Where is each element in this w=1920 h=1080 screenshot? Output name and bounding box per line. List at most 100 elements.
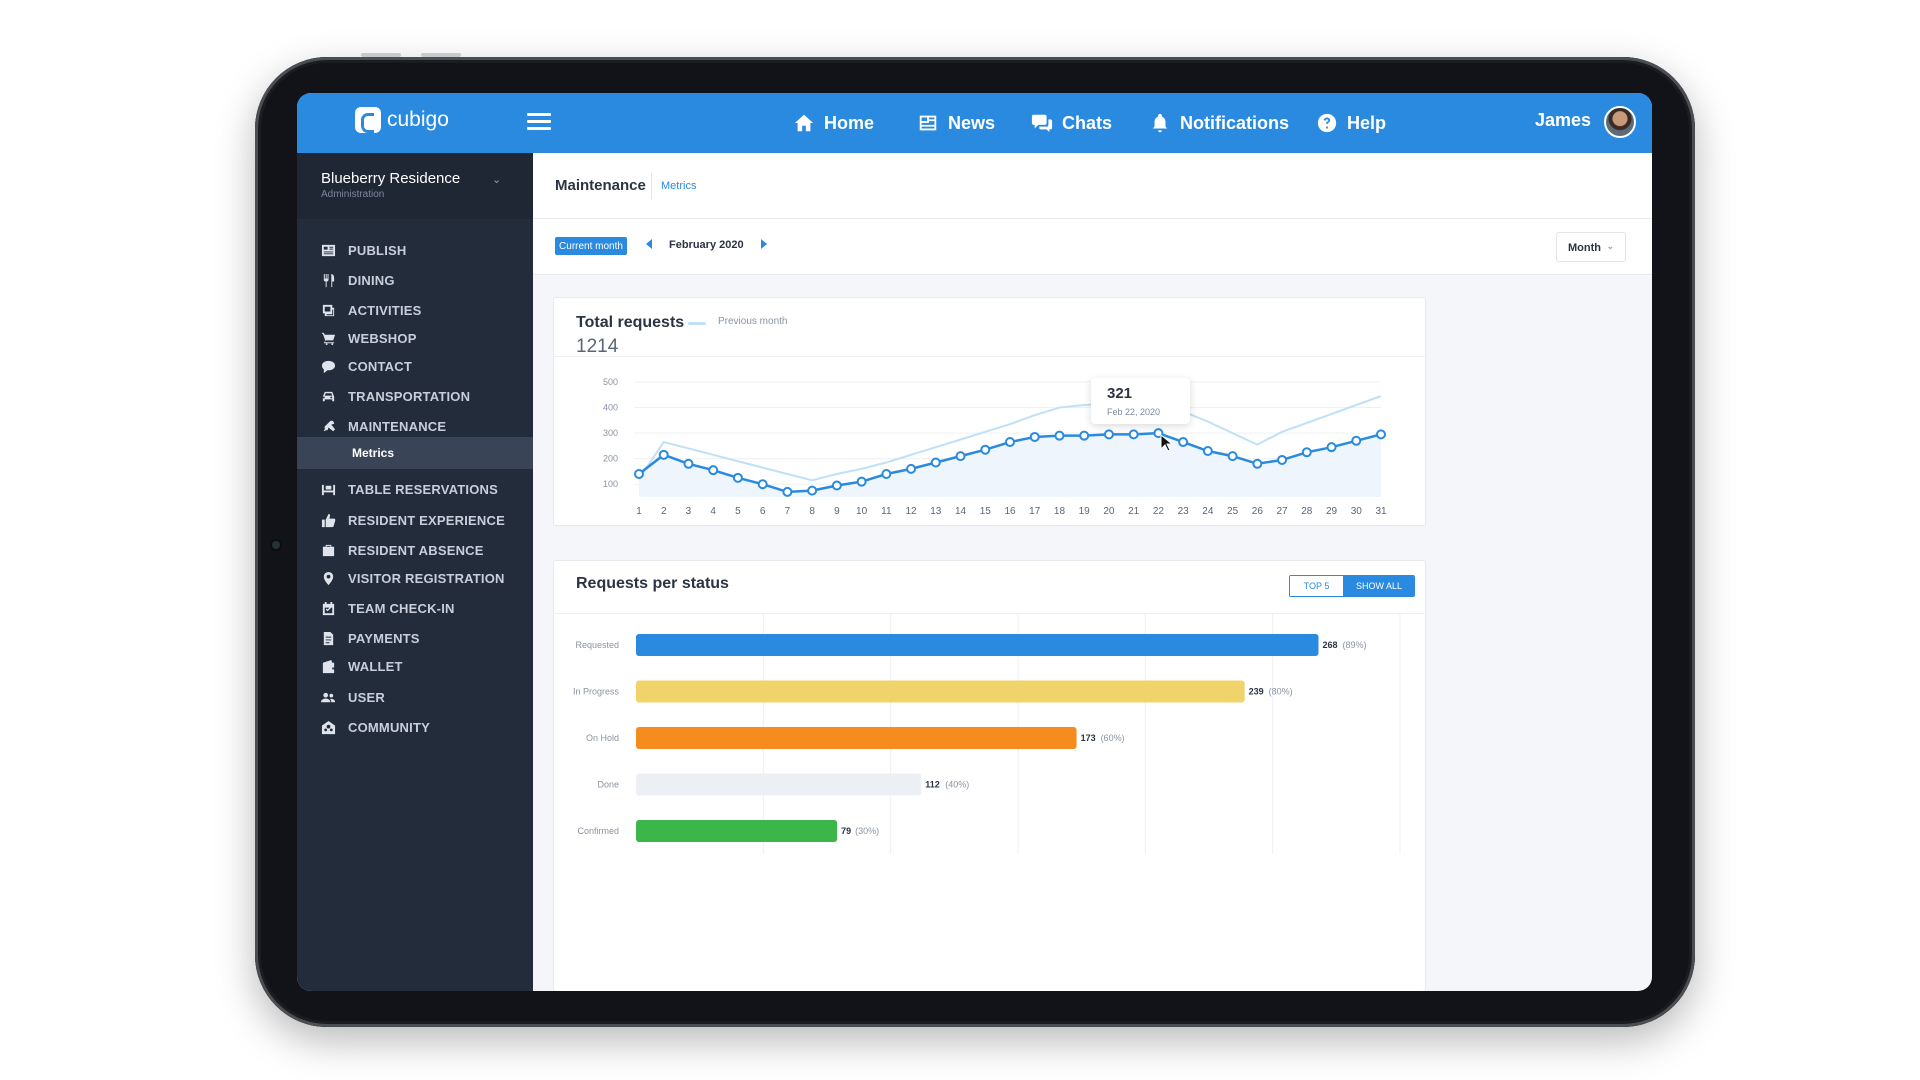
x-tick-label: 4 [710, 506, 716, 517]
y-tick-label: 200 [603, 454, 618, 464]
cubigo-logo[interactable]: cubigo [355, 107, 449, 133]
y-tick-label: 500 [603, 377, 618, 387]
residence-name: Blueberry Residence [321, 170, 461, 187]
sidebar-item-community[interactable]: COMMUNITY [297, 712, 533, 742]
avatar[interactable] [1604, 106, 1636, 138]
tools-icon [322, 420, 336, 431]
bar-percent-label: (89%) [1343, 640, 1367, 650]
show-all-toggle-button[interactable]: SHOW ALL [1344, 576, 1414, 596]
sidebar-item-contact[interactable]: CONTACT [297, 351, 533, 381]
breadcrumb-section[interactable]: Maintenance [555, 177, 646, 194]
card-divider [554, 356, 1427, 357]
granularity-select[interactable]: Month ⌄ [1556, 232, 1626, 262]
date-filter-bar: Current month February 2020 Month ⌄ [533, 219, 1652, 275]
total-requests-value: 1214 [576, 336, 619, 357]
cutlery-icon [323, 273, 335, 287]
sidebar-item-publish[interactable]: PUBLISH [297, 235, 533, 265]
residence-subtitle: Administration [321, 189, 385, 200]
x-tick-label: 20 [1103, 506, 1115, 517]
x-tick-label: 23 [1178, 506, 1190, 517]
total-requests-card: Total requests Previous month 1214 100 20… [553, 297, 1427, 526]
residence-selector[interactable]: Blueberry Residence Administration ⌄ [297, 153, 533, 219]
legend-previous-month-label: Previous month [718, 316, 788, 327]
sidebar-item-activities[interactable]: ACTIVITIES [297, 295, 533, 325]
sidebar-item-wallet[interactable]: WALLET [297, 651, 533, 681]
status-bar [636, 634, 1319, 656]
home-icon [794, 114, 814, 132]
next-period-icon[interactable] [761, 239, 767, 249]
data-point [1376, 429, 1386, 440]
sidebar-item-webshop[interactable]: WEBSHOP [297, 323, 533, 353]
data-point [1054, 430, 1065, 441]
bar-category-label: Requested [575, 640, 619, 650]
x-tick-label: 9 [834, 506, 840, 517]
chevron-down-icon: ⌄ [492, 174, 502, 186]
sidebar-item-transportation[interactable]: TRANSPORTATION [297, 381, 533, 411]
data-point [1128, 429, 1139, 440]
sidebar-item-visitor-registration[interactable]: VISITOR REGISTRATION [297, 563, 533, 593]
sidebar-item-user[interactable]: USER [297, 682, 533, 712]
x-tick-label: 31 [1375, 506, 1387, 517]
status-bar [636, 773, 922, 796]
nav-news[interactable]: News [917, 93, 995, 153]
requests-per-status-title: Requests per status [576, 575, 729, 592]
sidebar-item-dining[interactable]: DINING [297, 265, 533, 295]
sidebar-item-resident-experience[interactable]: RESIDENT EXPERIENCE [297, 505, 533, 535]
sidebar-item-team-check-in[interactable]: TEAM CHECK-IN [297, 593, 533, 623]
device-button [361, 53, 401, 57]
x-tick-label: 14 [955, 506, 967, 517]
previous-period-icon[interactable] [646, 239, 652, 249]
data-point [757, 479, 768, 490]
sidebar-item-table-reservations[interactable]: TABLE RESERVATIONS [297, 474, 533, 504]
nav-home[interactable]: Home [793, 93, 874, 153]
publish-icon [321, 244, 336, 256]
map-pin-icon [323, 571, 334, 585]
bell-icon [1152, 113, 1168, 133]
bar-value-label: 239 [1249, 687, 1264, 697]
nav-help[interactable]: Help [1316, 93, 1386, 153]
hamburger-menu-icon[interactable] [527, 113, 551, 131]
sidebar-item-payments[interactable]: PAYMENTS [297, 623, 533, 653]
current-month-button[interactable]: Current month [555, 237, 627, 255]
legend-previous-month-swatch [688, 322, 706, 325]
sidebar-item-resident-absence[interactable]: RESIDENT ABSENCE [297, 535, 533, 565]
x-tick-label: 26 [1252, 506, 1264, 517]
data-point [683, 458, 694, 469]
x-tick-label: 10 [856, 506, 868, 517]
nav-chats[interactable]: Chats [1031, 93, 1112, 153]
bar-category-label: Confirmed [577, 826, 619, 836]
data-point [1326, 442, 1337, 453]
data-point [1202, 446, 1213, 456]
bar-value-label: 268 [1323, 640, 1338, 650]
requests-per-status-card: Requests per status TOP 5 SHOW ALL Reque… [553, 560, 1427, 991]
sidebar-subitem-metrics[interactable]: Metrics [297, 437, 533, 469]
data-point [881, 469, 892, 479]
sidebar-item-maintenance[interactable]: MAINTENANCE [297, 411, 533, 441]
x-tick-label: 3 [686, 506, 692, 517]
top-navigation-bar: cubigo Home News Chats Notifications Hel… [297, 93, 1652, 153]
data-point [1301, 447, 1312, 458]
user-name[interactable]: James [1535, 110, 1592, 130]
breadcrumb-current[interactable]: Metrics [661, 180, 697, 192]
nav-notifications[interactable]: Notifications [1149, 93, 1289, 153]
speech-bubble-icon [321, 360, 336, 373]
bar-value-label: 173 [1081, 733, 1096, 743]
x-tick-label: 1 [636, 506, 642, 517]
car-icon [322, 391, 335, 401]
thumbs-up-icon [321, 513, 336, 527]
period-label: February 2020 [669, 239, 744, 251]
status-bar [636, 727, 1077, 749]
data-point [1252, 458, 1263, 469]
status-toggle: TOP 5 SHOW ALL [1289, 575, 1415, 597]
chart-tooltip: 321 Feb 22, 2020 [1091, 378, 1190, 424]
suitcase-icon [322, 544, 335, 556]
data-point [658, 449, 669, 460]
x-tick-label: 2 [661, 506, 667, 517]
bar-value-label: 79 [841, 826, 851, 836]
data-point [1277, 454, 1288, 465]
x-tick-label: 18 [1054, 506, 1066, 517]
top5-toggle-button[interactable]: TOP 5 [1290, 576, 1344, 596]
x-tick-label: 17 [1029, 506, 1041, 517]
bar-percent-label: (80%) [1269, 687, 1293, 697]
